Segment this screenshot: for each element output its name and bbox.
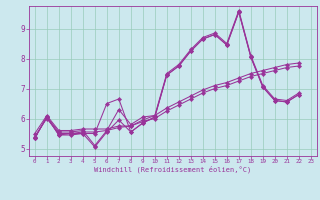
X-axis label: Windchill (Refroidissement éolien,°C): Windchill (Refroidissement éolien,°C): [94, 166, 252, 173]
